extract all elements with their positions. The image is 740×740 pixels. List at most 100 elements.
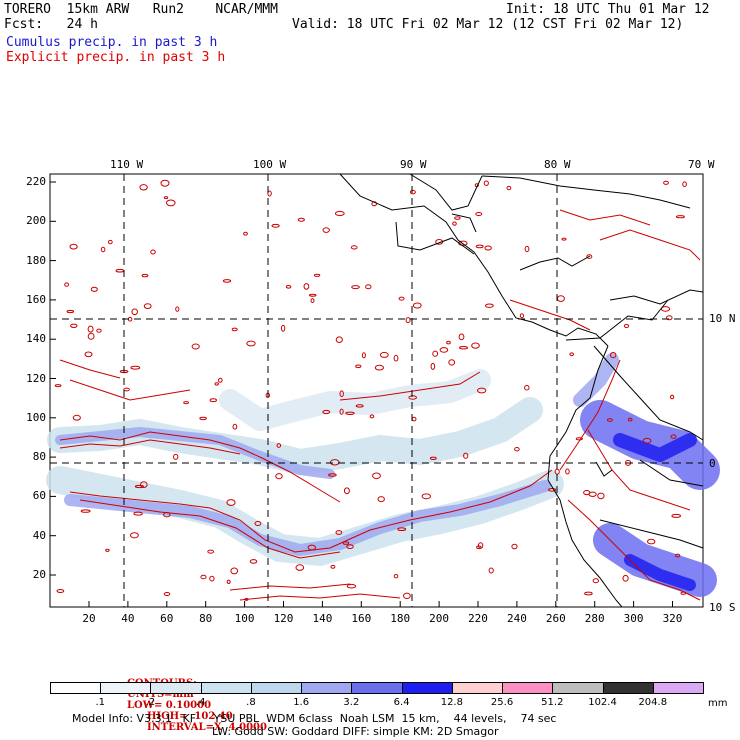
legend-label: 6.4: [393, 697, 410, 708]
y-tick-label: 200: [26, 214, 46, 228]
precip-contour-cell: [166, 199, 176, 207]
precip-contour-cell: [72, 414, 81, 421]
precip-contour-cell: [310, 298, 315, 304]
precip-contour-cell: [329, 459, 340, 466]
precip-contour-cell: [163, 196, 169, 200]
precip-contour-cell: [355, 404, 364, 408]
legend-swatch: [150, 682, 202, 694]
precip-contour-cell: [226, 579, 231, 584]
precip-contour-cell: [70, 323, 78, 328]
precip-contour-cell: [623, 324, 630, 328]
precip-band: [573, 353, 619, 407]
legend-swatch: [351, 682, 403, 694]
precip-contour-cell: [397, 527, 407, 532]
precip-contour-cell: [134, 484, 144, 489]
precip-contour-cell: [345, 411, 355, 415]
contour-interval: INTERVAL=X 4.0000: [146, 722, 267, 733]
precip-contour-cell: [463, 452, 469, 459]
precip-contour-cell: [561, 237, 567, 241]
precip-contour-cell: [575, 437, 583, 441]
precip-contour-cell: [322, 409, 331, 415]
cumulus-precip-shading: [46, 353, 720, 597]
precip-contour-cell: [173, 453, 179, 460]
lat-label: 0: [709, 457, 716, 470]
precip-contour-cell: [243, 231, 248, 236]
y-tick-label: 80: [32, 450, 46, 464]
precip-contour-cell: [475, 244, 484, 249]
precip-contour-cell: [670, 394, 675, 400]
precip-contour-cell: [271, 223, 280, 228]
precip-contour-cell: [369, 414, 375, 419]
precip-contour-cell: [56, 589, 65, 593]
precip-contour-cell: [405, 317, 411, 324]
precip-contour-cell: [175, 306, 180, 312]
lat-label: 10 S: [709, 601, 736, 614]
precip-contour-cell: [200, 574, 207, 580]
precip-contour-cell: [475, 212, 483, 216]
precip-contour-cell: [87, 325, 94, 333]
model-title: TORERO 15km ARW Run2 NCAR/MMM: [4, 2, 278, 17]
legend-swatch: [200, 682, 252, 694]
y-tick-label: 40: [32, 528, 46, 542]
precip-contour: [229, 583, 351, 591]
precip-contour-cell: [209, 575, 215, 582]
precip-contour: [59, 431, 341, 503]
precip-contour-cell: [339, 408, 344, 415]
precip-contour-cell: [66, 309, 75, 314]
lon-label: 90 W: [400, 158, 427, 171]
precip-contour-cell: [663, 180, 669, 185]
precip-contour-cell: [524, 384, 530, 391]
precip-contour-cell: [343, 487, 350, 495]
legend-label: .8: [246, 697, 256, 708]
lat-label: 10 N: [709, 312, 736, 325]
explicit-precip-contours: [54, 179, 701, 601]
legend-swatch: [250, 682, 303, 694]
contour-units: UNITS=mm: [126, 689, 194, 700]
legend-unit: mm: [708, 698, 728, 709]
precip-contour-cell: [254, 521, 262, 526]
precip-contour-cell: [477, 387, 487, 394]
precip-contour-cell: [232, 423, 238, 430]
precip-contour-cell: [483, 180, 489, 186]
precip-contour: [599, 229, 701, 261]
precip-band: [624, 554, 696, 591]
legend-label: 204.8: [638, 697, 668, 708]
precip-contour-cell: [588, 491, 597, 497]
precip-contour-cell: [484, 245, 492, 251]
precip-contour: [587, 429, 691, 511]
precip-contour-cell: [107, 239, 113, 245]
legend-label: .1: [95, 697, 105, 708]
precip-contour-cell: [421, 493, 431, 500]
precip-contour-cell: [297, 217, 305, 222]
legend-swatch: [602, 682, 654, 694]
precip-contour-cell: [133, 511, 143, 516]
y-tick-label: 100: [26, 410, 46, 424]
precip-contour-cell: [123, 387, 130, 392]
precip-contour-cell: [607, 418, 613, 422]
precip-band: [55, 427, 335, 479]
y-tick-label: 20: [32, 568, 46, 581]
precip-contour-cell: [671, 513, 682, 518]
x-tick-label: 120: [273, 612, 294, 625]
precip-contour-cell: [398, 296, 405, 301]
precip-contour-cell: [335, 336, 343, 344]
precip-contour-cell: [429, 456, 437, 460]
precip-contour-cell: [351, 285, 360, 290]
x-tick-label: 60: [160, 612, 174, 625]
precip-contour-cell: [313, 273, 321, 277]
x-tick-label: 80: [199, 612, 213, 625]
lon-label: 100 W: [253, 158, 287, 171]
precip-contour-cell: [346, 583, 357, 589]
precip-contour-cell: [246, 340, 256, 347]
forecast-hour: Fcst: 24 h: [4, 17, 98, 32]
x-tick-label: 240: [506, 612, 527, 625]
precip-contour-cell: [222, 279, 232, 283]
x-tick-label: 160: [351, 612, 372, 625]
legend-swatch: [652, 682, 704, 694]
precip-contour: [239, 593, 401, 601]
precip-contour-cell: [230, 567, 239, 575]
precip-contour-cell: [379, 351, 389, 358]
precip-contour-cell: [393, 574, 399, 579]
precip-contour-cell: [647, 538, 656, 545]
